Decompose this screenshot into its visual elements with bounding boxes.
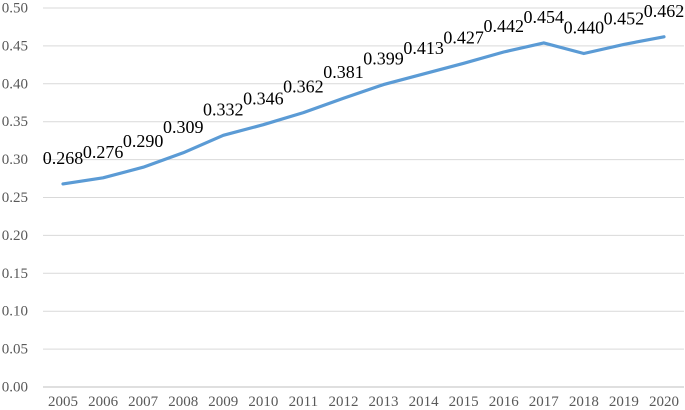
x-axis-tick-label: 2016 xyxy=(489,394,520,410)
y-axis-tick-label: 0.40 xyxy=(2,76,28,92)
data-label: 0.362 xyxy=(283,77,324,97)
y-axis-tick-label: 0.15 xyxy=(2,266,28,282)
data-label: 0.332 xyxy=(203,99,244,119)
x-axis-tick-label: 2007 xyxy=(128,394,159,410)
data-label: 0.454 xyxy=(524,7,565,27)
y-axis-tick-label: 0.10 xyxy=(2,304,28,320)
x-axis-tick-label: 2008 xyxy=(168,394,198,410)
x-axis-tick-label: 2010 xyxy=(248,394,278,410)
y-axis-tick-label: 0.05 xyxy=(2,342,28,358)
x-axis-tick-label: 2011 xyxy=(289,394,318,410)
data-label: 0.427 xyxy=(443,27,484,47)
x-axis-tick-label: 2015 xyxy=(449,394,479,410)
data-label: 0.452 xyxy=(604,8,645,28)
y-axis-tick-label: 0.35 xyxy=(2,114,28,130)
x-axis-tick-label: 2013 xyxy=(369,394,399,410)
y-axis-tick-label: 0.30 xyxy=(2,152,28,168)
data-label: 0.290 xyxy=(123,131,164,151)
data-label: 0.276 xyxy=(83,142,124,162)
data-label: 0.381 xyxy=(323,62,364,82)
x-axis-tick-label: 2006 xyxy=(88,394,119,410)
data-label: 0.462 xyxy=(644,1,685,21)
data-label: 0.442 xyxy=(483,16,524,36)
y-axis-tick-label: 0.00 xyxy=(2,380,28,396)
data-label: 0.309 xyxy=(163,117,204,137)
x-axis-tick-label: 2009 xyxy=(208,394,238,410)
y-axis-tick-label: 0.20 xyxy=(2,228,28,244)
data-label: 0.413 xyxy=(403,38,444,58)
data-label: 0.268 xyxy=(43,148,84,168)
y-axis-tick-label: 0.25 xyxy=(2,190,28,206)
y-axis-tick-label: 0.45 xyxy=(2,38,28,54)
series-line xyxy=(61,35,666,186)
y-axis-tick-label: 0.50 xyxy=(2,1,28,17)
x-axis-tick-label: 2012 xyxy=(328,394,358,410)
data-label: 0.346 xyxy=(243,89,284,109)
x-axis-tick-label: 2005 xyxy=(48,394,78,410)
x-axis-tick-label: 2018 xyxy=(569,394,599,410)
x-axis-tick-label: 2019 xyxy=(609,394,639,410)
x-axis-tick-label: 2014 xyxy=(409,394,440,410)
data-label: 0.399 xyxy=(363,49,404,69)
x-axis-tick-label: 2020 xyxy=(649,394,679,410)
data-label: 0.440 xyxy=(564,17,605,37)
x-axis-tick-label: 2017 xyxy=(529,394,560,410)
